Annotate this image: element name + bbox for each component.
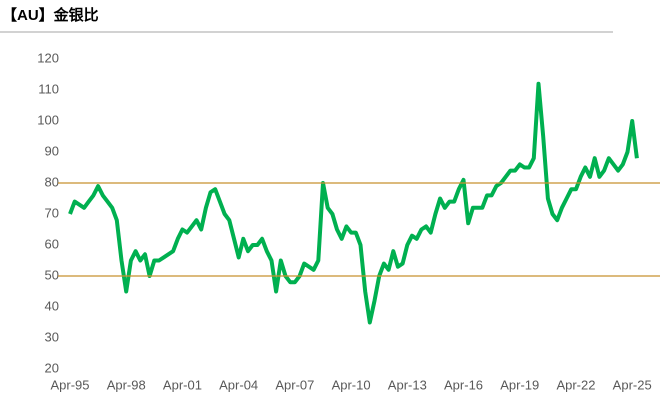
x-tick-label: Apr-01: [163, 377, 202, 392]
y-tick-label: 30: [45, 329, 59, 344]
y-tick-label: 90: [45, 143, 59, 158]
x-tick-label: Apr-16: [444, 377, 483, 392]
y-tick-label: 110: [38, 81, 59, 96]
x-tick-label: Apr-13: [388, 377, 427, 392]
y-tick-label: 50: [45, 267, 59, 282]
x-tick-label: Apr-07: [275, 377, 314, 392]
data-line: [68, 81, 639, 325]
x-tick-label: Apr-95: [50, 377, 89, 392]
x-tick-label: Apr-04: [219, 377, 258, 392]
chart-title: 【AU】金银比: [2, 6, 99, 24]
y-tick-label: 60: [45, 236, 59, 251]
x-tick-label: Apr-25: [613, 377, 652, 392]
x-tick-label: Apr-19: [500, 377, 539, 392]
y-tick-label: 70: [45, 205, 59, 220]
y-tick-label: 100: [37, 112, 59, 127]
x-tick-label: Apr-98: [107, 377, 146, 392]
x-tick-label: Apr-22: [556, 377, 595, 392]
y-tick-label: 120: [37, 50, 59, 65]
y-tick-label: 40: [45, 298, 59, 313]
y-tick-label: 80: [45, 174, 59, 189]
x-tick-label: Apr-10: [332, 377, 371, 392]
y-tick-label: 20: [45, 360, 59, 375]
